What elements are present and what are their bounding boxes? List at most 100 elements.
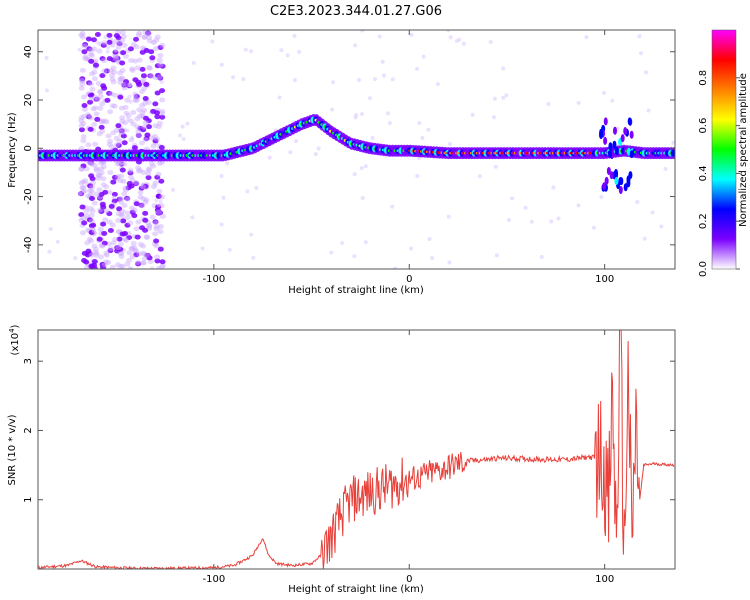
spectrogram-noise-cell	[106, 45, 111, 50]
spectrogram-noise-cell	[142, 227, 149, 233]
spectrogram-noise-cell	[97, 105, 104, 111]
spectrogram-noise-cell	[157, 52, 164, 58]
spectrogram-noise-cell	[78, 191, 83, 196]
spectrogram-noise-cell	[144, 234, 151, 240]
spectrogram-xtick-label: 100	[595, 274, 614, 285]
spectrogram-noise-cell	[110, 79, 117, 85]
spectrogram-noise-cell	[85, 112, 92, 118]
spectrogram-noise-cell	[331, 80, 336, 85]
spectrogram-noise-cell	[103, 208, 110, 214]
spectrogram-noise-cell	[136, 30, 143, 36]
spectrogram-noise-cell	[143, 81, 150, 87]
spectrogram-noise-cell	[153, 136, 160, 142]
spectrogram-noise-cell	[360, 195, 365, 200]
spectrogram-noise-cell	[98, 160, 105, 166]
spectrogram-noise-cell	[111, 195, 116, 200]
spectrogram-noise-cell	[114, 161, 121, 167]
spectrogram-noise-cell	[107, 109, 114, 115]
spectrogram-noise-cell	[116, 41, 123, 47]
spectrogram-noise-cell	[142, 137, 149, 143]
spectrogram-noise-cell	[98, 119, 105, 125]
spectrogram-noise-cell	[146, 65, 153, 71]
spectrogram-noise-cell	[87, 115, 94, 121]
spectrogram-noise-cell	[99, 118, 106, 124]
spectrogram-noise-cell	[91, 46, 98, 52]
spectrogram-noise-cell	[316, 146, 321, 151]
spectrogram-noise-cell	[120, 218, 127, 224]
spectrogram-noise-cell	[415, 66, 420, 71]
spectrogram-noise-cell	[133, 36, 140, 42]
spectrogram-noise-cell	[115, 143, 122, 149]
spectrogram-noise-cell	[90, 37, 97, 43]
spectrogram-noise-cell	[119, 75, 126, 81]
spectrogram-noise-cell	[139, 66, 146, 72]
spectrogram-noise-cell	[145, 30, 152, 36]
spectrogram-noise-cell	[121, 42, 128, 48]
snr-ytick-label: 1	[23, 497, 34, 503]
spectrogram-noise-cell	[155, 171, 162, 177]
spectrogram-noise-cell	[97, 89, 104, 95]
spectrogram-noise-cell	[152, 138, 159, 144]
spectrogram-noise-cell	[330, 107, 335, 112]
spectrogram-noise-cell	[154, 90, 161, 96]
spectrogram-noise-cell	[152, 46, 159, 52]
spectrogram-noise-cell	[200, 246, 205, 251]
spectrogram-noise-cell	[87, 160, 94, 166]
spectrogram-noise-cell	[142, 199, 149, 205]
spectrogram-noise-cell	[225, 161, 230, 166]
spectrogram-noise-cell	[454, 39, 459, 44]
spectrogram-noise-cell	[127, 220, 134, 226]
spectrogram-disturbance-cell	[629, 130, 634, 139]
spectrogram-noise-cell	[117, 79, 124, 85]
spectrogram-noise-cell	[219, 62, 224, 67]
spectrogram-noise-cell	[79, 185, 86, 191]
spectrogram-noise-cell	[150, 108, 157, 114]
spectrogram-noise-cell	[360, 112, 365, 117]
colorbar-tick-label: 0.8	[698, 70, 709, 86]
spectrogram-noise-cell	[227, 247, 232, 252]
spectrogram-noise-cell	[191, 60, 196, 65]
spectrogram-noise-cell	[153, 226, 160, 232]
snr-panel: -100 0 100 1 2 3 Height of straight line (km)…	[7, 324, 676, 595]
spectrogram-noise-cell	[125, 117, 130, 122]
spectrogram-noise-cell	[141, 35, 148, 41]
spectrogram-noise-cell	[117, 264, 124, 269]
spectrogram-noise-cell	[107, 246, 114, 252]
spectrogram-noise-cell	[120, 81, 127, 87]
spectrogram-noise-cell	[95, 175, 102, 181]
spectrogram-noise-cell	[134, 124, 141, 130]
spectrogram-noise-cell	[154, 174, 161, 180]
spectrogram-noise-cell	[504, 93, 509, 98]
spectrogram-noise-cell	[89, 161, 96, 167]
spectrogram-noise-cell	[145, 166, 152, 172]
spectrogram-noise-cell	[127, 46, 134, 52]
spectrogram-noise-cell	[82, 178, 89, 184]
spectrogram-noise-cell	[120, 50, 127, 56]
spectrogram-disturbance-cell	[609, 171, 614, 180]
spectrogram-noise-cell	[110, 130, 117, 136]
spectrogram-noise-cell	[430, 256, 435, 261]
spectrogram-noise-cell	[87, 126, 94, 132]
spectrogram-noise-cell	[145, 175, 152, 181]
spectrogram-noise-cell	[115, 262, 122, 268]
spectrogram-noise-cell	[145, 171, 152, 177]
spectrogram-noise-cell	[129, 66, 136, 72]
spectrogram-noise-cell	[143, 234, 150, 240]
spectrogram-noise-cell	[153, 224, 160, 230]
spectrogram-noise-cell	[157, 44, 164, 50]
spectrogram-noise-cell	[279, 48, 284, 53]
spectrogram-noise-cell	[139, 110, 146, 116]
spectrogram-noise-cell	[119, 208, 126, 214]
spectrogram-noise-cell	[105, 133, 112, 139]
spectrogram-noise-cell	[111, 69, 118, 75]
spectrogram-noise-cell	[130, 42, 137, 48]
spectrogram-noise-cell	[92, 246, 99, 252]
spectrogram-noise-cell	[133, 97, 140, 103]
spectrogram-noise-cell	[115, 174, 122, 180]
spectrogram-noise-cell	[116, 138, 123, 144]
spectrogram-noise-cell	[461, 41, 466, 46]
spectrogram-noise-cell	[132, 96, 139, 102]
spectrogram-noise-cell	[118, 213, 125, 219]
spectrogram-noise-cell	[101, 230, 108, 236]
